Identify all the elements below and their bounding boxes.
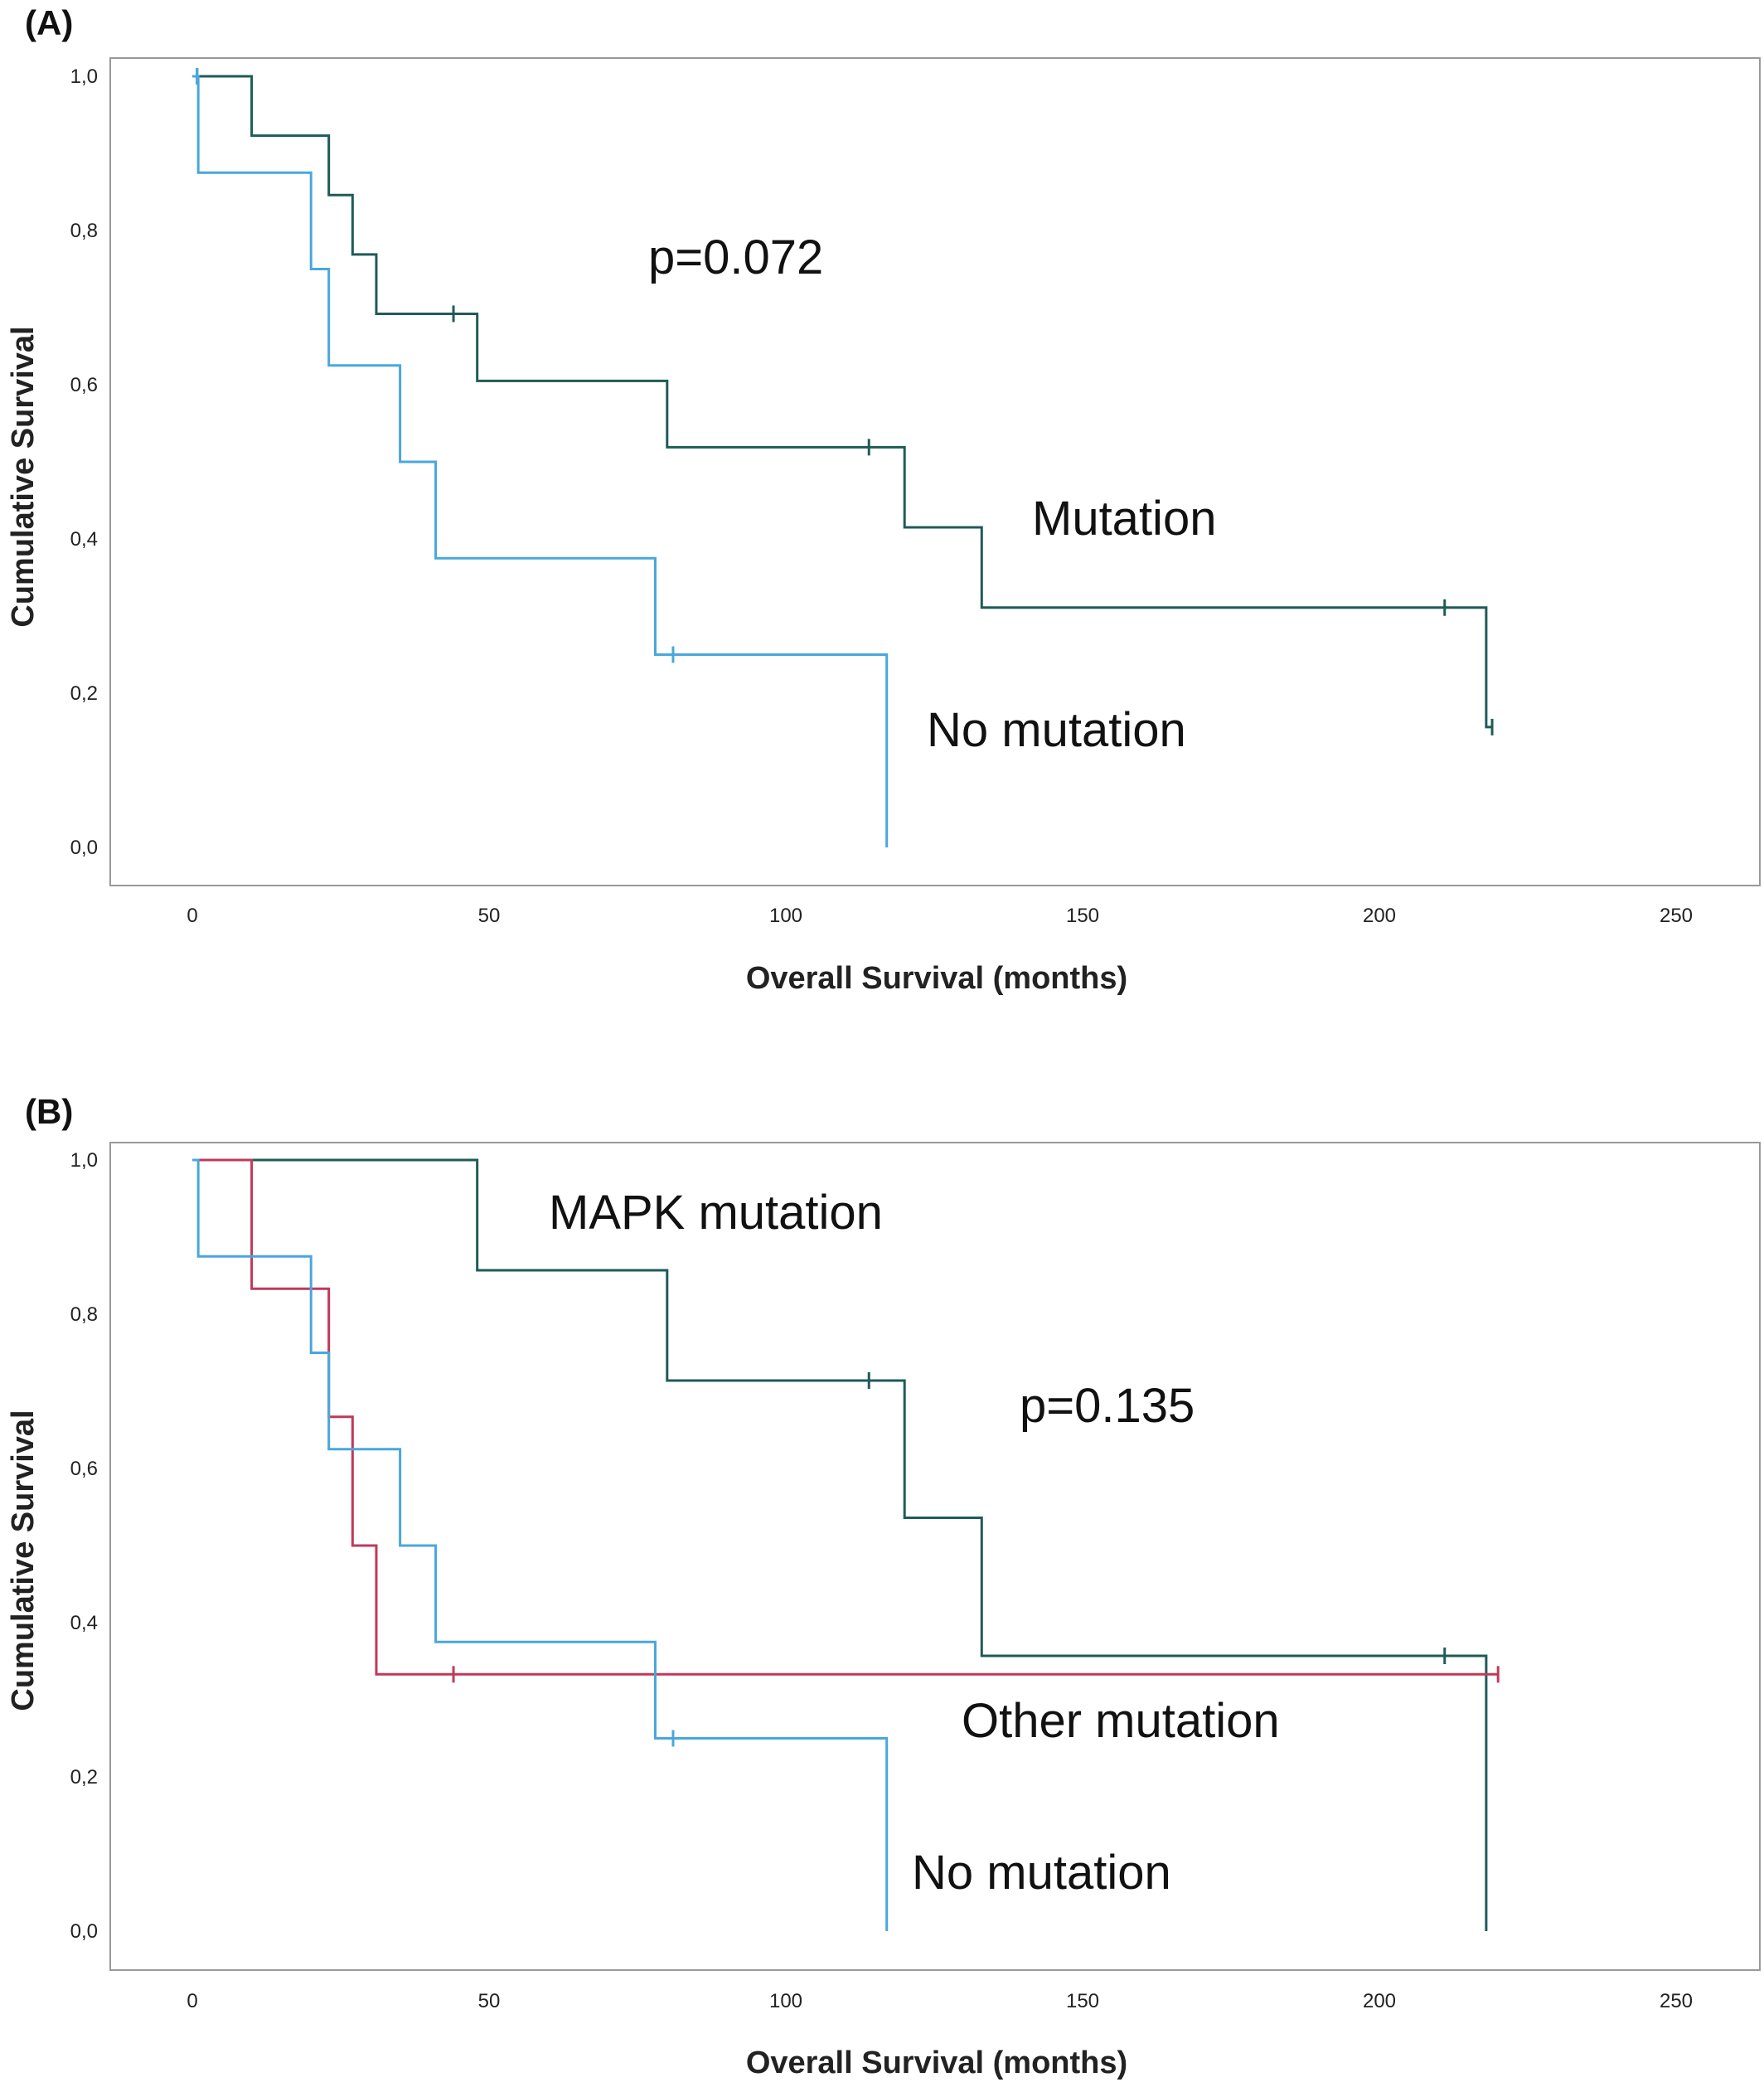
panel-b-y-ticks: 0,0 0,2 0,4 0,6 0,8 1,0 xyxy=(70,1149,98,1943)
panel-a-y-tick: 0,8 xyxy=(70,220,98,242)
panel-a-x-tick: 150 xyxy=(1066,905,1099,927)
panel-b-curve-no-mutation xyxy=(192,1158,889,1931)
panel-b-curves xyxy=(192,1158,1500,1931)
panel-a-x-tick: 100 xyxy=(769,905,802,927)
panel-b-curve-mapk-mutation xyxy=(192,1158,1488,1931)
panel-a-no-mutation-label: No mutation xyxy=(927,703,1186,757)
panel-b-x-tick: 50 xyxy=(478,1990,501,2012)
panel-a-curves xyxy=(192,68,1494,847)
panel-a-y-tick: 1,0 xyxy=(70,66,98,88)
panel-b: (B) Cumulative Survival Overall Survival… xyxy=(6,1092,1761,2080)
panel-b-curve-other-mutation xyxy=(192,1158,1499,1676)
panel-a-curve-no-mutation xyxy=(192,75,889,847)
panel-a-curve-mutation xyxy=(192,75,1493,729)
panel-b-y-tick: 0,2 xyxy=(70,1766,98,1789)
panel-b-x-tick: 150 xyxy=(1066,1990,1099,2012)
panel-a-label: (A) xyxy=(25,3,73,42)
panel-b-y-axis-title: Cumulative Survival xyxy=(6,1410,41,1711)
panel-a-x-ticks: 0 50 100 150 200 250 xyxy=(187,905,1693,927)
panel-a-x-tick: 250 xyxy=(1660,905,1693,927)
panel-b-x-tick: 100 xyxy=(769,1990,802,2012)
panel-b-x-tick: 0 xyxy=(187,1990,197,2012)
panel-a-x-tick: 50 xyxy=(478,905,501,927)
panel-a-x-axis-title: Overall Survival (months) xyxy=(746,961,1127,996)
panel-b-x-axis-title: Overall Survival (months) xyxy=(746,2046,1127,2080)
panel-b-plot-frame xyxy=(109,1142,1761,1971)
panel-b-p-value: p=0.135 xyxy=(1020,1379,1195,1433)
panel-b-x-ticks: 0 50 100 150 200 250 xyxy=(187,1990,1693,2012)
panel-a-p-value: p=0.072 xyxy=(648,231,823,284)
panel-b-y-tick: 0,6 xyxy=(70,1458,98,1480)
panel-a-plot-frame xyxy=(109,57,1761,886)
panel-b-y-tick: 0,4 xyxy=(70,1612,98,1634)
panel-a-y-tick: 0,6 xyxy=(70,374,98,396)
panel-a-y-tick: 0,2 xyxy=(70,682,98,705)
panel-b-x-tick: 200 xyxy=(1363,1990,1396,2012)
panel-a-mutation-label: Mutation xyxy=(1032,492,1216,546)
panel-a-y-tick: 0,0 xyxy=(70,837,98,859)
panel-b-x-tick: 250 xyxy=(1660,1990,1693,2012)
panel-b-other-mutation-label: Other mutation xyxy=(962,1694,1280,1748)
panel-b-y-tick: 0,0 xyxy=(70,1920,98,1943)
panel-b-y-tick: 1,0 xyxy=(70,1149,98,1172)
panel-b-no-mutation-label: No mutation xyxy=(912,1846,1171,1900)
panel-a-y-ticks: 0,0 0,2 0,4 0,6 0,8 1,0 xyxy=(70,66,98,859)
panel-b-label: (B) xyxy=(25,1092,73,1131)
panel-a: (A) Cumulative Survival Overall Survival… xyxy=(6,3,1761,996)
panel-a-y-tick: 0,4 xyxy=(70,528,98,551)
panel-a-x-tick: 0 xyxy=(187,905,197,927)
panel-a-x-tick: 200 xyxy=(1363,905,1396,927)
panel-a-y-axis-title: Cumulative Survival xyxy=(6,326,41,627)
panel-b-mapk-label: MAPK mutation xyxy=(549,1186,883,1240)
panel-b-y-tick: 0,8 xyxy=(70,1303,98,1326)
